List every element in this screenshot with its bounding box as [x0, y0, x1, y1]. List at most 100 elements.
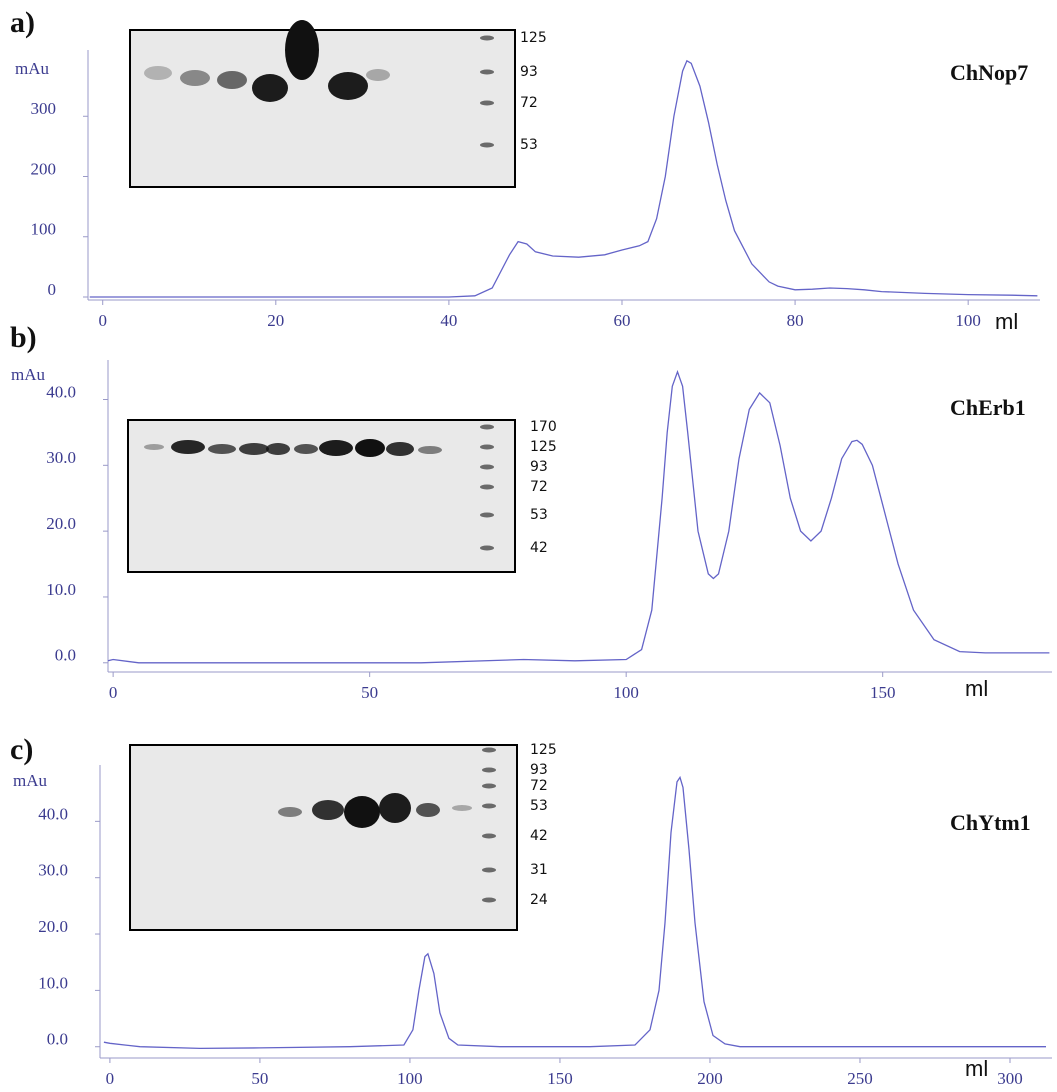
gel-marker-label: 125 [530, 439, 557, 455]
ladder-band [482, 767, 496, 773]
chromatogram-line [89, 59, 1038, 298]
gel-band [386, 442, 414, 456]
ladder-band [480, 512, 494, 518]
x-tick-label: 40 [440, 311, 457, 330]
gel-marker-label: 53 [530, 507, 548, 523]
protein-name: ChErb1 [950, 395, 1026, 420]
gel-band [239, 443, 269, 455]
gel-band [252, 74, 288, 102]
ladder-band [480, 142, 494, 148]
y-tick-label: 30.0 [38, 861, 68, 880]
ladder-band [480, 424, 494, 430]
chart-panel: b) ChErb1 mAu ml 0.0 10.0 20.0 30.0 40.0 0 50 100 15… [10, 321, 1052, 702]
y-tick-label: 10.0 [46, 580, 76, 599]
y-tick-label: 20.0 [38, 917, 68, 936]
protein-name: ChNop7 [950, 60, 1028, 85]
y-tick-label: 300 [31, 99, 57, 118]
gel-marker-label: 170 [530, 419, 557, 435]
gel-band [144, 66, 172, 80]
y-tick-label: 200 [31, 159, 57, 178]
gel-marker-label: 125 [520, 30, 547, 46]
gel-marker-label: 31 [530, 862, 548, 878]
x-axis-label: ml [965, 676, 988, 701]
gel-image [129, 744, 518, 931]
gel-band [208, 444, 236, 454]
gel-marker-label: 93 [530, 459, 548, 475]
x-tick-label: 100 [955, 311, 981, 330]
ladder-band [482, 867, 496, 873]
y-tick-label: 20.0 [46, 514, 76, 533]
gel-image [129, 29, 516, 188]
gel-marker-label: 72 [530, 479, 548, 495]
gel-band [379, 793, 411, 823]
x-tick-label: 0 [106, 1069, 115, 1088]
gel-band [171, 440, 205, 454]
protein-name: ChYtm1 [950, 810, 1031, 835]
gel-band [366, 69, 390, 81]
x-tick-label: 60 [613, 311, 630, 330]
y-tick-label: 40.0 [46, 382, 76, 401]
gel-band [144, 444, 164, 450]
panel-label: b) [10, 321, 37, 354]
x-axis-label: ml [965, 1056, 988, 1081]
gel-marker-label: 93 [530, 762, 548, 778]
gel-marker-label: 72 [520, 95, 538, 111]
gel-marker-label: 53 [530, 798, 548, 814]
gel-band [452, 805, 472, 811]
x-tick-label: 200 [697, 1069, 723, 1088]
gel-band [416, 803, 440, 817]
chart-panel: a) ChNop7 mAu ml 0 100 200 300 0 20 40 60 80 100 125 93… [10, 6, 1040, 334]
gel-marker-label: 53 [520, 137, 538, 153]
x-tick-label: 300 [997, 1069, 1023, 1088]
ladder-band [480, 35, 494, 41]
y-tick-label: 10.0 [38, 973, 68, 992]
y-axis-label: mAu [11, 365, 46, 384]
y-tick-label: 0.0 [55, 646, 76, 665]
gel-marker-label: 24 [530, 892, 548, 908]
ladder-band [480, 444, 494, 450]
chromatogram-line [107, 369, 1050, 664]
y-tick-label: 0.0 [47, 1030, 68, 1049]
gel-band [355, 439, 385, 457]
y-tick-label: 100 [31, 220, 57, 239]
gel-band [285, 20, 319, 80]
x-tick-label: 150 [870, 683, 896, 702]
panel-label: a) [10, 6, 35, 39]
ladder-band [480, 545, 494, 551]
x-tick-label: 80 [787, 311, 804, 330]
y-tick-label: 30.0 [46, 448, 76, 467]
ladder-band [480, 464, 494, 470]
x-tick-label: 20 [267, 311, 284, 330]
chart-panel: c) ChYtm1 mAu ml 0.0 10.0 20.0 30.0 40.0 0 50 100 15… [10, 733, 1052, 1088]
gel-band [344, 796, 380, 828]
gel-band [418, 446, 442, 454]
ladder-band [482, 833, 496, 839]
ladder-band [482, 747, 496, 753]
y-axis-label: mAu [15, 59, 50, 78]
y-tick-label: 40.0 [38, 804, 68, 823]
gel-marker-label: 93 [520, 64, 538, 80]
y-axis-label: mAu [13, 771, 48, 790]
gel-band [319, 440, 353, 456]
ladder-band [482, 897, 496, 903]
gel-band [312, 800, 344, 820]
ladder-band [480, 100, 494, 106]
gel-band [328, 72, 368, 100]
ladder-band [482, 783, 496, 789]
gel-band [266, 443, 290, 455]
gel-marker-label: 42 [530, 540, 548, 556]
x-tick-label: 50 [361, 683, 378, 702]
x-axis-label: ml [995, 309, 1018, 334]
x-tick-label: 250 [847, 1069, 873, 1088]
x-tick-label: 150 [547, 1069, 573, 1088]
ladder-band [480, 69, 494, 75]
x-tick-label: 0 [109, 683, 118, 702]
gel-band [294, 444, 318, 454]
gel-marker-label: 72 [530, 778, 548, 794]
ladder-band [482, 803, 496, 809]
gel-band [217, 71, 247, 89]
chromatogram-line [103, 775, 1046, 1050]
gel-band [278, 807, 302, 817]
panel-label: c) [10, 733, 33, 766]
